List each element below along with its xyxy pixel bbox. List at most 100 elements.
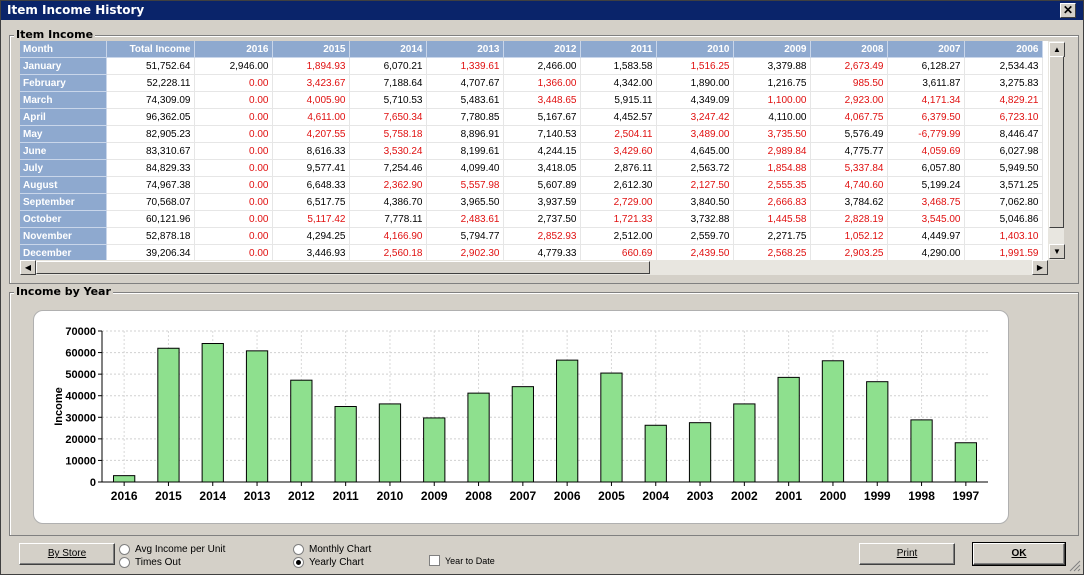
- table-cell: 5,199.24: [887, 176, 965, 194]
- year-to-date-box[interactable]: [429, 555, 440, 566]
- table-cell: 5,483.61: [426, 91, 504, 109]
- y-tick-label: 50000: [65, 369, 96, 381]
- column-header[interactable]: 2014: [349, 41, 427, 58]
- scroll-up-icon[interactable]: ▲: [1049, 42, 1065, 57]
- x-tick-label: 2000: [820, 489, 847, 503]
- table-cell: 3,468.75: [887, 193, 965, 211]
- column-header[interactable]: Month: [20, 41, 107, 58]
- column-header[interactable]: 2013: [426, 41, 504, 58]
- year-to-date-checkbox[interactable]: Year to Date: [429, 555, 495, 566]
- bar-2010: [378, 403, 402, 483]
- y-tick-label: 0: [90, 477, 96, 489]
- vertical-scroll-thumb[interactable]: [1049, 56, 1064, 228]
- table-row[interactable]: May 82,905.23 0.00 4,207.55 5,758.18 8,896.91…: [20, 125, 1043, 143]
- x-tick-label: 2007: [509, 489, 536, 503]
- table-cell: 4,779.33: [503, 244, 581, 260]
- table-cell: 6,128.27: [887, 57, 965, 75]
- radio-yearly-dot[interactable]: [293, 557, 304, 568]
- column-header[interactable]: 2015: [272, 41, 350, 58]
- table-row[interactable]: August 74,967.38 0.00 6,648.33 2,362.90 5,557…: [20, 176, 1043, 194]
- table-cell: 660.69: [580, 244, 657, 260]
- bar-1998: [910, 419, 933, 483]
- column-header[interactable]: Total Income: [106, 41, 195, 58]
- bar-2016: [113, 475, 136, 483]
- grid-vertical-scrollbar[interactable]: ▲ ▼: [1048, 41, 1065, 260]
- column-header[interactable]: 2009: [733, 41, 811, 58]
- column-header[interactable]: 2011: [580, 41, 657, 58]
- x-tick-label: 2003: [687, 489, 714, 503]
- table-cell: 4,171.34: [887, 91, 965, 109]
- close-icon[interactable]: ✕: [1060, 3, 1076, 18]
- income-table: Month Total Income 2016 2015 2014 2013 2012 201…: [20, 41, 1043, 260]
- month-cell: January: [20, 57, 107, 75]
- table-row[interactable]: June 83,310.67 0.00 8,616.33 3,530.24 8,199.6…: [20, 142, 1043, 160]
- table-cell: 3,275.83: [964, 74, 1043, 92]
- table-row[interactable]: October 60,121.96 0.00 5,117.42 7,778.11 2,48…: [20, 210, 1043, 228]
- scroll-right-icon[interactable]: ▶: [1032, 260, 1048, 275]
- y-axis-label: Income: [53, 387, 65, 426]
- table-row[interactable]: December 39,206.34 0.00 3,446.93 2,560.18 2,9…: [20, 244, 1043, 260]
- income-grid[interactable]: Month Total Income 2016 2015 2014 2013 2012 201…: [20, 41, 1048, 260]
- x-tick-label: 2004: [642, 489, 669, 503]
- title-bar[interactable]: Item Income History ✕: [1, 1, 1083, 20]
- table-row[interactable]: November 52,878.18 0.00 4,294.25 4,166.90 5,7…: [20, 227, 1043, 245]
- column-header[interactable]: 2012: [503, 41, 581, 58]
- bar-2012: [290, 379, 313, 483]
- scroll-down-icon[interactable]: ▼: [1049, 244, 1065, 259]
- table-cell: 4,110.00: [733, 108, 811, 126]
- table-cell: 7,650.34: [349, 108, 427, 126]
- table-cell: 0.00: [194, 142, 273, 160]
- radio-monthly-dot[interactable]: [293, 544, 304, 555]
- radio-times-out-dot[interactable]: [119, 557, 130, 568]
- horizontal-scroll-thumb[interactable]: [36, 261, 650, 274]
- table-cell: 4,349.09: [656, 91, 734, 109]
- radio-yearly-chart[interactable]: Yearly Chart: [293, 557, 364, 568]
- radio-times-out[interactable]: Times Out: [119, 557, 181, 568]
- table-row[interactable]: January 51,752.64 2,946.00 1,894.93 6,070.21…: [20, 57, 1043, 75]
- column-header[interactable]: 2008: [810, 41, 888, 58]
- radio-monthly-chart[interactable]: Monthly Chart: [293, 544, 371, 555]
- ok-button[interactable]: OK: [972, 542, 1066, 566]
- table-row[interactable]: July 84,829.33 0.00 9,577.41 7,254.46 4,099.4…: [20, 159, 1043, 177]
- table-cell: 4,290.00: [887, 244, 965, 260]
- table-row[interactable]: April 96,362.05 0.00 4,611.00 7,650.34 7,780.…: [20, 108, 1043, 126]
- table-cell: 1,890.00: [656, 74, 734, 92]
- table-cell: 5,117.42: [272, 210, 350, 228]
- table-row[interactable]: February 52,228.11 0.00 3,423.67 7,188.64 4,7…: [20, 74, 1043, 92]
- column-header[interactable]: 2016: [194, 41, 273, 58]
- table-cell: 1,366.00: [503, 74, 581, 92]
- bar-2014: [201, 343, 224, 483]
- table-cell: 39,206.34: [106, 244, 195, 260]
- bar-2005: [600, 372, 623, 483]
- table-row[interactable]: September 70,568.07 0.00 6,517.75 4,386.70 3,…: [20, 193, 1043, 211]
- x-tick-label: 2012: [288, 489, 315, 503]
- table-cell: 3,611.87: [887, 74, 965, 92]
- by-store-label: By Store: [47, 548, 87, 559]
- table-cell: 3,965.50: [426, 193, 504, 211]
- table-cell: 74,967.38: [106, 176, 195, 194]
- table-cell: 4,645.00: [656, 142, 734, 160]
- column-header[interactable]: 2006: [964, 41, 1043, 58]
- radio-avg-income[interactable]: Avg Income per Unit: [119, 544, 225, 555]
- column-header[interactable]: 2010: [656, 41, 734, 58]
- y-tick-label: 70000: [65, 326, 96, 338]
- resize-grip-icon[interactable]: [1069, 560, 1081, 572]
- radio-avg-income-dot[interactable]: [119, 544, 130, 555]
- table-cell: 3,937.59: [503, 193, 581, 211]
- table-cell: 4,707.67: [426, 74, 504, 92]
- item-income-group: Item Income: [9, 28, 1079, 284]
- table-cell: 7,780.85: [426, 108, 504, 126]
- scroll-left-icon[interactable]: ◀: [20, 260, 36, 275]
- table-cell: 8,896.91: [426, 125, 504, 143]
- column-header[interactable]: 2007: [887, 41, 965, 58]
- table-cell: 7,140.53: [503, 125, 581, 143]
- grid-horizontal-scrollbar[interactable]: ◀ ▶: [20, 260, 1048, 275]
- table-cell: 4,740.60: [810, 176, 888, 194]
- table-cell: 0.00: [194, 125, 273, 143]
- print-button[interactable]: Print: [859, 543, 955, 565]
- by-store-button[interactable]: By Store: [19, 543, 115, 565]
- table-cell: 4,342.00: [580, 74, 657, 92]
- table-cell: 7,778.11: [349, 210, 427, 228]
- x-tick-label: 2015: [155, 489, 182, 503]
- table-row[interactable]: March 74,309.09 0.00 4,005.90 5,710.53 5,483.…: [20, 91, 1043, 109]
